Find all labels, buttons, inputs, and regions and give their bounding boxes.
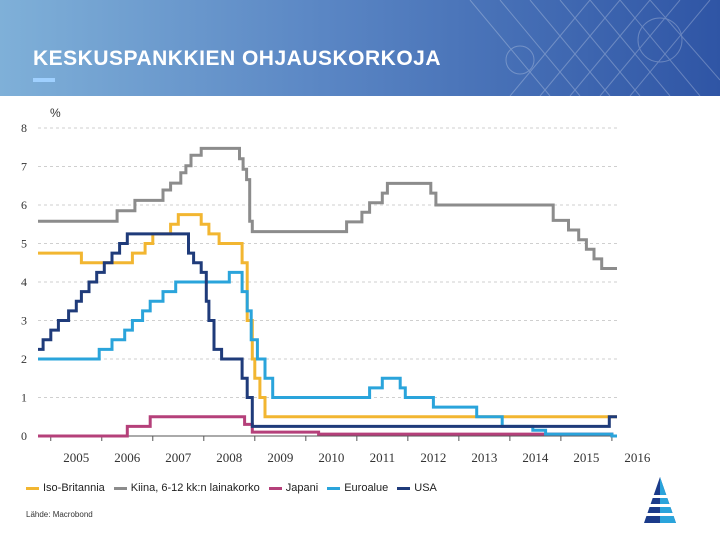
y-tick-label: 3 [21, 314, 27, 328]
y-tick-label: 7 [21, 160, 27, 174]
legend-label: Euroalue [344, 482, 389, 494]
y-tick-label: 5 [21, 237, 27, 251]
x-tick-label: 2012 [420, 450, 446, 465]
y-tick-label: 2 [21, 352, 27, 366]
legend-item: Iso-Britannia [26, 482, 105, 494]
legend-label: Japani [285, 482, 319, 494]
x-tick-label: 2011 [370, 450, 396, 465]
x-tick-label: 2013 [471, 450, 497, 465]
source-note: Lähde: Macrobond [26, 510, 93, 519]
decorative-pattern-icon [469, 0, 720, 96]
legend-item: Kiina, 6-12 kk:n lainakorko [113, 482, 260, 494]
x-tick-label: 2014 [522, 450, 549, 465]
series-line [38, 213, 617, 419]
legend-swatch [26, 486, 39, 490]
legend: Iso-Britannia Kiina, 6-12 kk:n lainakorko… [26, 482, 446, 494]
x-tick-label: 2015 [573, 450, 599, 465]
title-underline [33, 78, 55, 82]
legend-swatch [327, 486, 341, 490]
y-axis-label: % [50, 106, 61, 120]
y-tick-label: 4 [21, 275, 27, 289]
logo-icon [644, 477, 676, 523]
legend-item: Japani [268, 482, 319, 494]
y-axis: 0 1 2 3 4 5 6 7 8 [21, 121, 27, 443]
legend-swatch [268, 486, 282, 490]
legend-label: Iso-Britannia [43, 482, 105, 494]
legend-item: Euroalue [327, 482, 388, 494]
page-title: KESKUSPANKKIEN OHJAUSKORKOJA [33, 47, 441, 70]
x-tick-label: 2007 [165, 450, 192, 465]
series-line [38, 232, 617, 428]
x-axis: 2005 2006 2007 2008 2009 2010 2011 2012 2013 2014… [38, 435, 651, 465]
x-tick-label: 2008 [216, 450, 242, 465]
series-line [38, 270, 617, 438]
x-tick-label: 2006 [114, 450, 141, 465]
x-tick-label: 2009 [267, 450, 293, 465]
legend-label: Kiina, 6-12 kk:n lainakorko [130, 482, 260, 494]
x-tick-label: 2016 [624, 450, 651, 465]
header-banner: KESKUSPANKKIEN OHJAUSKORKOJA [0, 0, 720, 96]
y-tick-label: 6 [21, 198, 27, 212]
y-tick-label: 0 [21, 429, 27, 443]
series-line [38, 146, 617, 270]
gridlines [38, 127, 617, 437]
legend-label: USA [414, 482, 437, 494]
legend-swatch [397, 486, 411, 490]
series-lines [38, 146, 617, 438]
x-tick-label: 2010 [318, 450, 344, 465]
legend-item: USA [397, 482, 437, 494]
x-tick-label: 2005 [63, 450, 89, 465]
legend-swatch [113, 486, 127, 490]
y-tick-label: 1 [21, 391, 27, 405]
y-tick-label: 8 [21, 121, 27, 135]
